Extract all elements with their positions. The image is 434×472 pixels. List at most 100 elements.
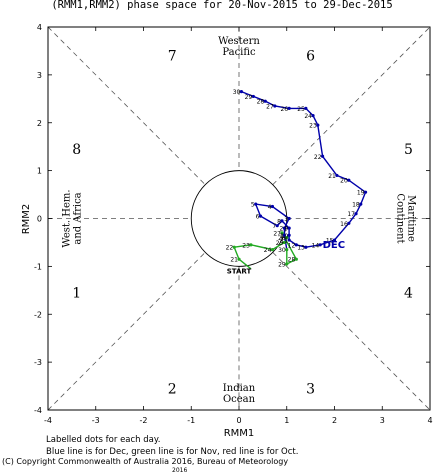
- day-label: 10: [280, 233, 288, 240]
- region-label-bottom: Indian: [223, 383, 256, 394]
- day-marker: [318, 243, 322, 247]
- footnote-1: Labelled dots for each day.: [46, 435, 160, 445]
- day-marker: [359, 202, 363, 206]
- x-tick-label: -4: [44, 416, 52, 425]
- phase-number: 6: [306, 49, 315, 65]
- region-label-top: Western: [218, 36, 260, 47]
- dec-label: DEC: [323, 240, 345, 251]
- day-marker: [285, 248, 289, 252]
- day-marker: [280, 219, 284, 223]
- diagonal-line: [47, 26, 206, 185]
- day-label: 3: [284, 216, 288, 223]
- region-label-top: Pacific: [222, 47, 256, 58]
- day-label: 19: [357, 190, 365, 197]
- footnote-2: Blue line is for Dec, green line is for …: [46, 447, 298, 457]
- day-label: 27: [266, 103, 274, 110]
- region-label-right: Continent: [395, 193, 406, 243]
- day-label: 4: [268, 204, 272, 211]
- day-marker: [275, 224, 279, 228]
- day-label: 24: [304, 113, 312, 120]
- day-marker: [304, 245, 308, 249]
- x-tick-label: -3: [92, 416, 100, 425]
- phase-number: 7: [168, 49, 177, 65]
- day-label: 24: [264, 247, 272, 254]
- day-marker: [347, 178, 351, 182]
- day-label: 7: [272, 223, 276, 230]
- day-marker: [251, 94, 255, 99]
- day-label: 30: [278, 247, 286, 254]
- day-marker: [282, 226, 286, 230]
- day-label: 1: [280, 233, 284, 240]
- day-marker: [335, 173, 339, 178]
- annotations: START DEC: [227, 240, 345, 275]
- day-marker: [287, 226, 291, 230]
- day-label: 29: [278, 261, 286, 268]
- region-label-bottom: Ocean: [223, 394, 256, 405]
- day-label: 13: [297, 245, 305, 252]
- y-tick-label: 0: [37, 215, 42, 224]
- x-tick-label: -1: [187, 416, 195, 425]
- day-marker: [285, 236, 289, 240]
- day-label: 25: [297, 106, 305, 113]
- y-tick-label: -1: [34, 262, 42, 271]
- day-label: 8: [277, 218, 281, 225]
- region-label-right: Maritime: [406, 195, 417, 242]
- day-label: 30: [233, 89, 241, 96]
- y-axis-label: RMM2: [21, 204, 32, 235]
- footnote-copyright: (C) Copyright Commonwealth of Australia …: [2, 457, 288, 466]
- day-marker: [282, 240, 286, 245]
- region-label-left: and Africa: [72, 192, 83, 244]
- day-marker: [273, 104, 277, 108]
- day-marker: [363, 190, 368, 194]
- day-marker: [304, 106, 308, 110]
- x-tick-label: 2: [332, 416, 337, 425]
- day-label: 18: [352, 202, 360, 209]
- chart-title: (RMM1,RMM2) phase space for 20-Nov-2015 …: [51, 0, 392, 11]
- day-label: 25: [276, 240, 284, 247]
- phase-number: 2: [168, 381, 177, 397]
- day-marker: [316, 123, 320, 127]
- x-tick-label: -2: [140, 416, 148, 425]
- day-marker: [294, 243, 298, 247]
- day-marker: [332, 238, 337, 242]
- phase-number: 1: [72, 286, 81, 302]
- day-label: 27: [273, 230, 281, 237]
- day-label: 28: [288, 257, 296, 264]
- day-marker: [287, 233, 291, 237]
- start-label: START: [227, 268, 252, 276]
- day-marker: [270, 204, 275, 209]
- y-tick-label: 3: [37, 71, 42, 80]
- day-marker: [282, 233, 286, 237]
- y-tick-label: -4: [34, 406, 42, 415]
- y-tick-label: -3: [34, 358, 42, 367]
- day-label: 22: [226, 245, 234, 252]
- day-label: 29: [245, 94, 253, 101]
- day-marker: [287, 216, 291, 221]
- day-label: 23: [309, 123, 317, 130]
- x-tick-label: 0: [236, 416, 241, 425]
- day-label: 9: [284, 226, 288, 233]
- x-tick-label: 1: [284, 416, 289, 425]
- day-label: 11: [280, 238, 288, 245]
- day-marker: [270, 248, 275, 252]
- phase-number: 3: [306, 381, 315, 397]
- day-marker: [263, 99, 267, 103]
- day-marker: [311, 113, 315, 118]
- day-label: 15: [326, 238, 334, 245]
- day-label: 5: [251, 202, 255, 209]
- day-marker: [347, 221, 351, 225]
- day-marker: [232, 245, 236, 249]
- unit-circle: [190, 170, 288, 267]
- day-marker: [285, 262, 289, 266]
- day-label: 16: [340, 221, 348, 228]
- day-marker: [354, 212, 358, 216]
- day-marker: [258, 214, 263, 218]
- y-tick-label: -2: [34, 310, 42, 319]
- day-label: 17: [347, 211, 355, 218]
- day-label: 2: [280, 226, 284, 233]
- x-tick-label: 4: [427, 416, 432, 425]
- day-marker: [287, 238, 291, 242]
